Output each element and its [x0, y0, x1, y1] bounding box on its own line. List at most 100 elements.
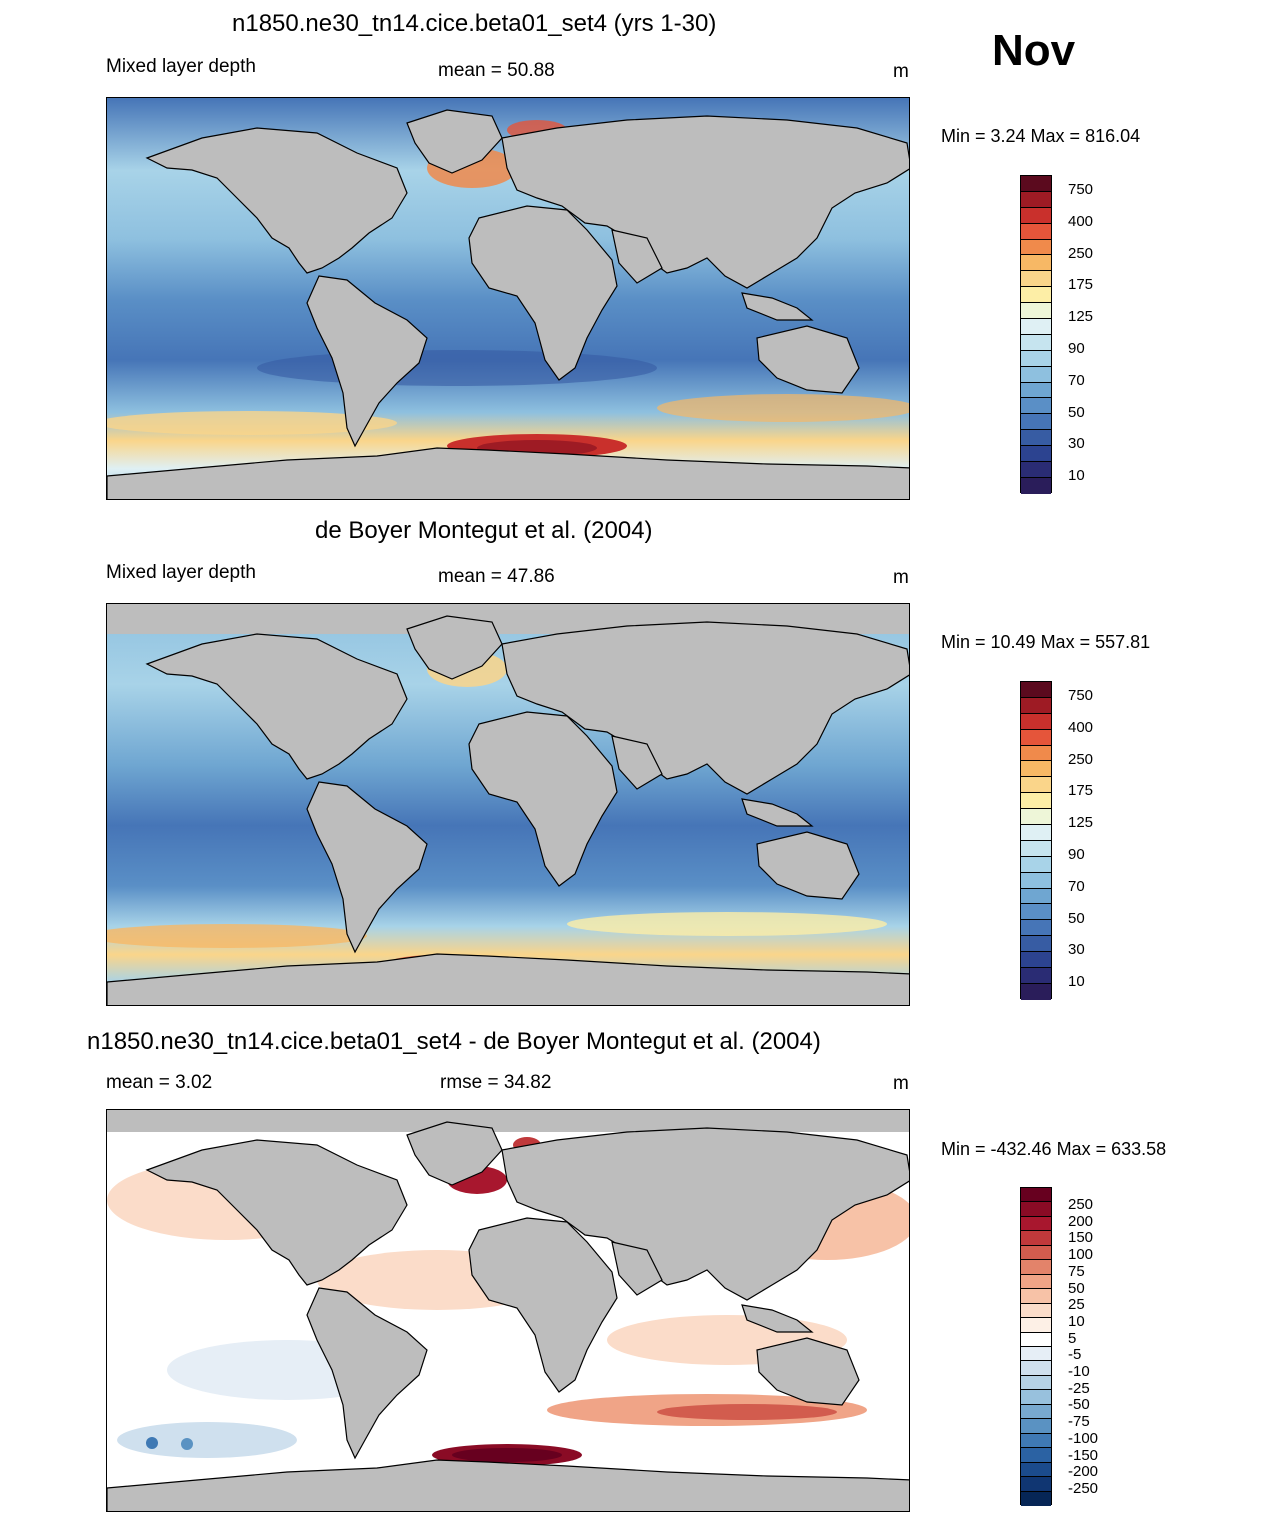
panel2-colorbar-swatch	[1021, 745, 1051, 762]
panel2-colorbar-swatch	[1021, 729, 1051, 746]
panel3-colorbar-tick-label: -250	[1068, 1479, 1099, 1497]
panel1-colorbar-tick-label: 30	[1068, 435, 1085, 453]
panel1-colorbar-swatch	[1021, 382, 1051, 399]
panel1-colorbar-tick-label: 50	[1068, 403, 1085, 421]
panel1-colorbar-swatch	[1021, 287, 1051, 304]
panel2-colorbar	[1020, 681, 1052, 1000]
panel3-colorbar-swatch	[1021, 1390, 1051, 1405]
panel1-colorbar-swatch	[1021, 303, 1051, 320]
panel2-colorbar-swatch	[1021, 713, 1051, 730]
panel2-colorbar-swatch	[1021, 968, 1051, 984]
panel1-colorbar-swatch	[1021, 176, 1051, 192]
panel2-variable-label: Mixed layer depth	[106, 562, 256, 583]
panel2-colorbar-swatch	[1021, 825, 1051, 841]
panel2-colorbar-tick-label: 125	[1068, 814, 1094, 832]
panel1-units: m	[893, 61, 909, 82]
panel3-colorbar-swatch	[1021, 1318, 1051, 1333]
panel2-units: m	[893, 567, 909, 588]
panel2-colorbar-swatch	[1021, 793, 1051, 810]
panel1-colorbar-tick-label: 10	[1068, 467, 1085, 485]
panel3-colorbar-tick-label: 25	[1068, 1296, 1085, 1314]
panel1-minmax: Min = 3.24 Max = 816.04	[941, 126, 1141, 146]
panel3-colorbar-swatch	[1021, 1433, 1051, 1449]
panel2-colorbar-swatch	[1021, 761, 1051, 778]
panel3-colorbar-swatch	[1021, 1289, 1051, 1304]
panel3-colorbar-swatch	[1021, 1375, 1051, 1391]
panel2-colorbar-swatch	[1021, 697, 1051, 714]
panel2-minmax: Min = 10.49 Max = 557.81	[941, 632, 1151, 652]
panel1-colorbar-tick-label: 90	[1068, 340, 1085, 357]
panel1-colorbar-swatch	[1021, 334, 1051, 351]
panel3-colorbar-swatch	[1021, 1303, 1051, 1319]
panel3-colorbar-swatch	[1021, 1260, 1051, 1275]
panel3-units: m	[893, 1073, 909, 1094]
panel3-colorbar-swatch	[1021, 1245, 1051, 1261]
panel3-colorbar-tick-label: -200	[1068, 1463, 1099, 1481]
panel3-rmse-label: rmse = 34.82	[440, 1072, 552, 1093]
panel3-map	[106, 1109, 910, 1512]
panel3-colorbar-tick-label: 75	[1068, 1262, 1085, 1280]
panel1-colorbar-swatch	[1021, 366, 1051, 383]
panel1-title: n1850.ne30_tn14.cice.beta01_set4 (yrs 1-…	[232, 10, 717, 37]
panel1-colorbar-swatch	[1021, 462, 1051, 478]
panel1-colorbar-swatch	[1021, 430, 1051, 447]
panel3-colorbar-swatch	[1021, 1274, 1051, 1290]
panel3-colorbar-swatch	[1021, 1346, 1051, 1362]
panel3-colorbar-swatch	[1021, 1231, 1051, 1246]
panel2-colorbar-swatch	[1021, 809, 1051, 826]
panel3-colorbar-tick-label: 5	[1068, 1329, 1077, 1347]
panel3-colorbar-swatch	[1021, 1462, 1051, 1478]
panel3-colorbar-swatch	[1021, 1188, 1051, 1203]
panel1-colorbar	[1020, 175, 1052, 494]
panel3-colorbar-swatch	[1021, 1404, 1051, 1420]
panel2-colorbar-swatch	[1021, 872, 1051, 889]
panel1-colorbar-swatch	[1021, 239, 1051, 256]
panel3-mean-label: mean = 3.02	[106, 1072, 213, 1093]
panel2-colorbar-swatch	[1021, 777, 1051, 794]
panel1-colorbar-swatch	[1021, 223, 1051, 240]
panel1-colorbar-tick-label: 750	[1068, 181, 1094, 198]
panel3-colorbar-tick-label: -10	[1068, 1363, 1090, 1380]
panel3-colorbar-swatch	[1021, 1448, 1051, 1463]
panel1-colorbar-swatch	[1021, 446, 1051, 463]
panel1-colorbar-swatch	[1021, 207, 1051, 224]
panel2-colorbar-tick-label: 90	[1068, 846, 1085, 863]
panel1-colorbar-swatch	[1021, 350, 1051, 367]
panel3-colorbar-tick-label: -100	[1068, 1429, 1099, 1447]
panel1-colorbar-tick-label: 250	[1068, 244, 1094, 262]
panel3-colorbar-tick-label: -5	[1068, 1346, 1082, 1364]
panel3-colorbar-tick-label: 150	[1068, 1229, 1094, 1247]
panel3-minmax: Min = -432.46 Max = 633.58	[941, 1139, 1167, 1159]
panel3-colorbar-tick-label: 250	[1068, 1196, 1094, 1213]
panel2-colorbar-swatch	[1021, 682, 1051, 698]
panel1-colorbar-tick-label: 175	[1068, 276, 1094, 294]
panel2-colorbar-tick-label: 400	[1068, 718, 1094, 736]
month-label: Nov	[992, 26, 1076, 75]
panel3-colorbar-tick-label: -50	[1068, 1396, 1090, 1414]
panel3-colorbar-swatch	[1021, 1419, 1051, 1434]
panel2-colorbar-tick-label: 175	[1068, 782, 1094, 800]
panel2-colorbar-swatch	[1021, 936, 1051, 953]
panel3-colorbar-tick-label: 10	[1068, 1312, 1085, 1330]
panel1-colorbar-swatch	[1021, 477, 1051, 494]
panel2-colorbar-swatch	[1021, 920, 1051, 937]
panel1-colorbar-tick-label: 400	[1068, 212, 1094, 230]
panel3-colorbar-swatch	[1021, 1491, 1051, 1506]
panel2-colorbar-swatch	[1021, 888, 1051, 905]
panel3-colorbar-tick-label: -25	[1068, 1379, 1090, 1397]
panel3-colorbar-swatch	[1021, 1361, 1051, 1376]
panel2-title: de Boyer Montegut et al. (2004)	[315, 517, 653, 544]
panel2-colorbar-swatch	[1021, 983, 1051, 1000]
panel1-mean-label: mean = 50.88	[438, 60, 555, 81]
panel1-map	[106, 97, 910, 500]
panel2-colorbar-tick-label: 70	[1068, 877, 1085, 895]
panel1-colorbar-swatch	[1021, 414, 1051, 431]
panel1-colorbar-swatch	[1021, 319, 1051, 335]
panel3-colorbar	[1020, 1187, 1052, 1506]
panel2-map	[106, 603, 910, 1006]
panel2-mean-label: mean = 47.86	[438, 566, 555, 587]
panel3-colorbar-tick-label: 50	[1068, 1279, 1085, 1297]
panel3-colorbar-swatch	[1021, 1202, 1051, 1217]
panel1-colorbar-swatch	[1021, 398, 1051, 415]
panel3-colorbar-tick-label: 100	[1068, 1246, 1094, 1264]
